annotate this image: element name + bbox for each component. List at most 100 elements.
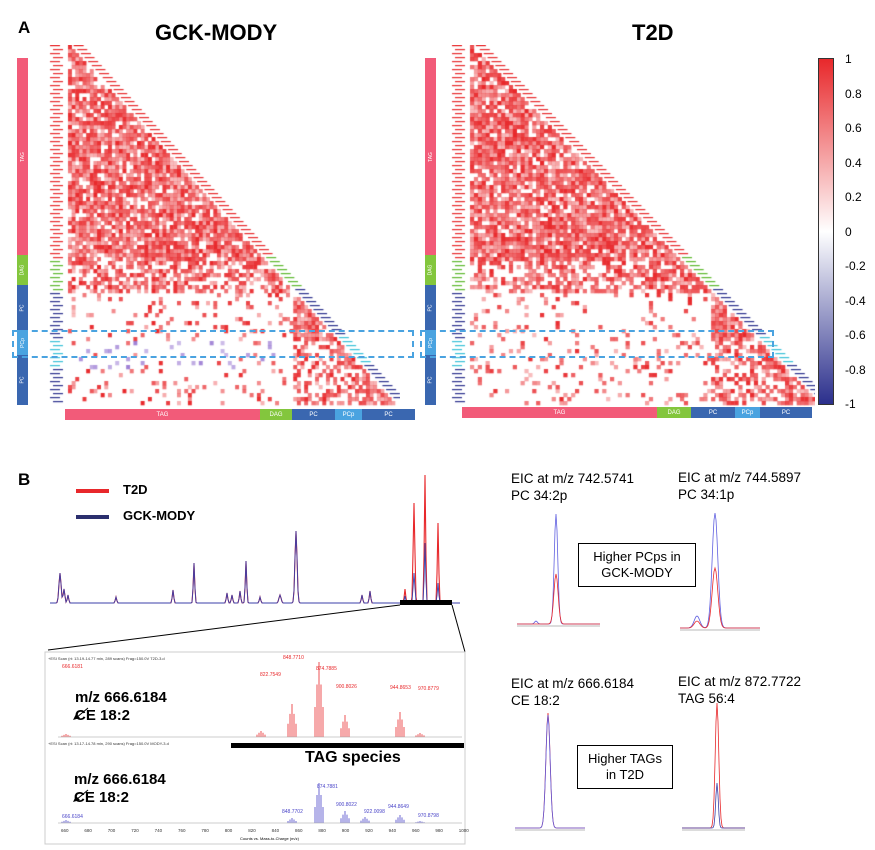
- ms-top-peak-label: 970.8779: [418, 686, 439, 692]
- eic-mz: EIC at m/z 744.5897: [678, 470, 802, 485]
- eic-species: PC 34:1p: [678, 487, 735, 502]
- ms-x-tick: 660: [61, 828, 69, 833]
- class-segment-dag: DAG: [425, 255, 436, 285]
- t2d-correlation-heatmap: [440, 45, 815, 407]
- ms-x-tick: 840: [272, 828, 280, 833]
- class-segment-pc: PC: [362, 409, 415, 420]
- callout-line: Higher TAGs: [588, 751, 662, 766]
- class-segment-pcp: PCp: [335, 409, 362, 420]
- ms-top-peak-label: 944.8653: [390, 685, 411, 691]
- ms-bottom-peak-label: 900.8022: [336, 802, 357, 808]
- eic-label-tag-56-4: EIC at m/z 872.7722 TAG 56:4: [678, 673, 801, 707]
- ms-x-tick: 800: [225, 828, 233, 833]
- ms-x-tick: 700: [108, 828, 116, 833]
- callout-line: GCK-MODY: [601, 565, 673, 580]
- class-segment-pc: PC: [292, 409, 335, 420]
- ms-bottom-species: CE 18:2: [74, 789, 130, 806]
- class-segment-tag: TAG: [425, 58, 436, 255]
- zoom-line-left: [47, 604, 401, 651]
- pcp-highlight-box-left: [12, 330, 414, 358]
- eic-ce-18-2: [515, 712, 585, 829]
- ms-top-annotation: m/z 666.6184 CE 18:2: [75, 689, 167, 725]
- panel-a-label: A: [18, 18, 31, 37]
- zoom-line-right: [451, 604, 466, 653]
- eic-pc-34-1p: [680, 566, 760, 629]
- class-segment-pc: PC: [760, 407, 812, 418]
- ms-x-tick: 680: [84, 828, 92, 833]
- class-segment-pcp: PCp: [425, 330, 436, 355]
- eic-mz: EIC at m/z 666.6184: [511, 676, 635, 691]
- ms-bottom-peak-label: 944.8649: [388, 804, 409, 810]
- eic-species: PC 34:2p: [511, 488, 568, 503]
- ms-bottom-peak-label: 848.7702: [282, 809, 303, 815]
- colorbar-tick: 0.2: [845, 190, 862, 204]
- colorbar-tick: 0: [845, 224, 852, 239]
- ms-x-tick: 860: [295, 828, 303, 833]
- arrowhead-icon: [73, 796, 80, 802]
- ms-top-header: +ESI Scan (rt: 13.19-14.77 min, 289 scan…: [48, 656, 165, 661]
- tag-species-label: TAG species: [305, 749, 401, 766]
- colorbar-tick: 0.4: [845, 155, 862, 170]
- class-segment-dag: DAG: [657, 407, 691, 418]
- ms-x-tick: 820: [248, 828, 256, 833]
- ms-x-tick: 780: [201, 828, 209, 833]
- colorbar-tick: 1: [845, 52, 852, 66]
- ms-x-tick: 720: [131, 828, 139, 833]
- class-segment-tag: TAG: [65, 409, 260, 420]
- ms-x-axis-label: Counts vs. Mass-to-Charge (m/z): [240, 836, 299, 841]
- ms-top-species: CE 18:2: [75, 707, 131, 724]
- colorbar-tick: 0.8: [845, 86, 862, 101]
- ms-x-tick: 740: [155, 828, 163, 833]
- callout-line: in T2D: [605, 767, 645, 782]
- eic-species: CE 18:2: [511, 693, 560, 708]
- eic-mz: EIC at m/z 742.5741: [511, 471, 635, 486]
- colorbar-tick: -0.6: [845, 328, 866, 342]
- class-segment-pc: PC: [691, 407, 735, 418]
- ms-x-tick: 1000: [459, 828, 470, 833]
- ms-top-peak-label: 874.7885: [316, 666, 337, 672]
- gck-mody-tic-trace: [50, 530, 460, 604]
- legend-t2d-label: T2D: [123, 482, 148, 497]
- ms-x-tick: 980: [435, 828, 443, 833]
- arrowhead-icon: [73, 714, 80, 720]
- colorbar-tick: -0.4: [845, 293, 866, 308]
- class-segment-pc: PC: [17, 285, 28, 330]
- ms-bottom-annotation: m/z 666.6184 CE 18:2: [74, 771, 166, 807]
- ms-top-peak-label: 848.7710: [283, 655, 304, 661]
- eic-tag-56-4: [682, 782, 745, 829]
- class-segment-pcp: PCp: [17, 330, 28, 355]
- eic-species: TAG 56:4: [678, 691, 735, 706]
- gck-mody-title: GCK-MODY: [155, 20, 278, 45]
- eic-label-ce-18-2: EIC at m/z 666.6184 CE 18:2: [511, 675, 634, 709]
- pcp-highlight-box-right: [420, 330, 774, 358]
- ms-panel-frame: [44, 651, 466, 845]
- ms-x-tick: 940: [389, 828, 397, 833]
- ms-top-peak-label: 666.6181: [62, 664, 83, 670]
- callout-higher-pcps: Higher PCps in GCK-MODY: [578, 543, 696, 587]
- ms-bottom-peak-label: 874.7881: [317, 784, 338, 790]
- eic-tag-56-4: [682, 702, 745, 829]
- legend-t2d-swatch: [76, 489, 109, 493]
- eic-label-pc-34-2p: EIC at m/z 742.5741 PC 34:2p: [511, 470, 634, 504]
- colorbar-tick: -1: [845, 397, 856, 411]
- panel-b-label: B: [18, 470, 31, 489]
- colorbar-tick: -0.8: [845, 362, 866, 377]
- tag-region-bar: [400, 600, 452, 605]
- ms-x-tick: 900: [342, 828, 350, 833]
- gck-mody-correlation-heatmap: [40, 45, 400, 407]
- class-segment-pc: PC: [425, 285, 436, 330]
- legend-gck-mody-swatch: [76, 515, 109, 519]
- ms-bottom-mz: m/z 666.6184: [74, 771, 166, 788]
- ms-bottom-peak-label: 666.6184: [62, 814, 83, 820]
- class-segment-tag: TAG: [17, 58, 28, 255]
- ms-x-tick: 920: [365, 828, 373, 833]
- ms-top-peak-label: 822.7549: [260, 672, 281, 678]
- class-segment-pcp: PCp: [735, 407, 760, 418]
- t2d-title: T2D: [632, 20, 674, 45]
- ms-x-tick: 960: [412, 828, 420, 833]
- callout-higher-tags: Higher TAGs in T2D: [577, 745, 673, 789]
- class-segment-tag: TAG: [462, 407, 657, 418]
- ms-top-mz: m/z 666.6184: [75, 689, 167, 706]
